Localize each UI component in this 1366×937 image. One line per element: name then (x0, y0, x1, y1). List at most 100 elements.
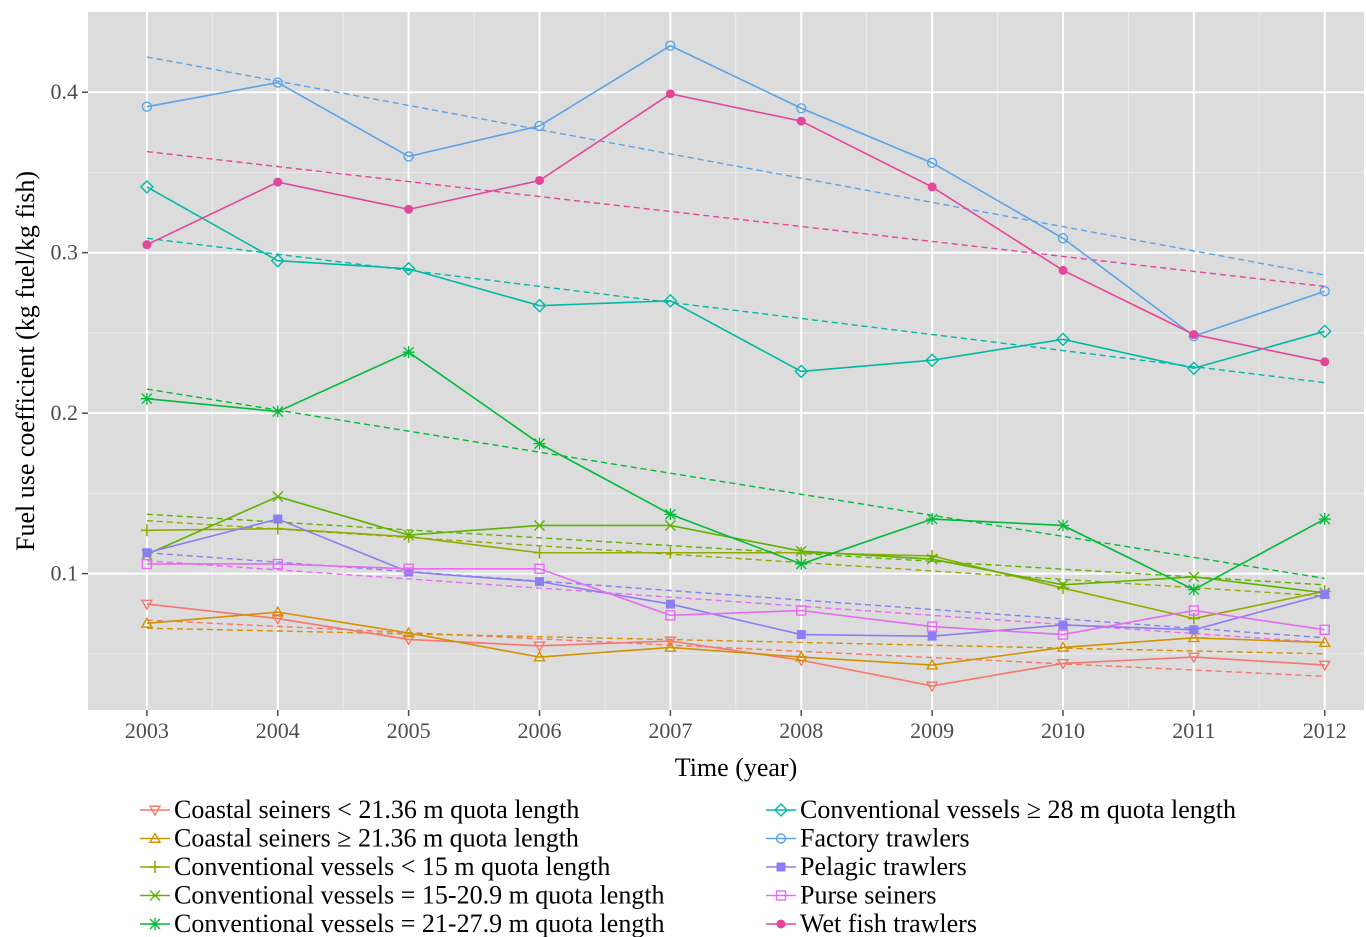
series-8 (142, 514, 1330, 641)
data-point (1320, 357, 1330, 367)
x-tick-label: 2009 (910, 718, 954, 743)
legend-key-marker (776, 919, 786, 929)
data-point (1319, 286, 1330, 297)
data-point (1058, 265, 1068, 275)
data-point (795, 546, 808, 559)
y-tick-label: 0.3 (51, 240, 79, 265)
trend-line-5 (146, 388, 1325, 580)
x-tick-label: 2004 (256, 718, 300, 743)
legend-item-3: Conventional vessels < 15 m quota length (140, 852, 610, 881)
data-point (664, 519, 676, 531)
legend-item-10: Wet fish trawlers (766, 909, 977, 937)
legend-item-2: Coastal seiners ≥ 21.36 m quota length (140, 824, 579, 853)
data-point (663, 293, 678, 308)
trend-line-4 (146, 513, 1325, 586)
data-point (139, 179, 154, 194)
data-point (795, 557, 808, 570)
y-tick-label: 0.2 (51, 400, 79, 425)
data-point (402, 530, 415, 543)
data-point (533, 641, 546, 653)
data-point (795, 545, 807, 557)
legend-item-5: Conventional vessels = 21-27.9 m quota l… (140, 909, 665, 937)
series-line-10 (146, 92, 1325, 363)
y-axis: 0.1 0.2 0.3 0.4 (51, 79, 88, 586)
x-tick-label: 2010 (1041, 718, 1085, 743)
data-point (532, 298, 547, 313)
data-point (1318, 660, 1331, 672)
series-line-8 (146, 518, 1325, 637)
data-point (140, 524, 153, 537)
series-10 (142, 89, 1330, 367)
data-point (1188, 605, 1200, 616)
legend-label: Conventional vessels ≥ 28 m quota length (800, 795, 1236, 824)
data-point (1186, 361, 1201, 376)
data-point (1189, 625, 1199, 635)
legend-item-9: Purse seiners (766, 881, 936, 910)
data-point (140, 599, 154, 611)
legend-key-marker (148, 832, 162, 843)
data-point (1317, 324, 1332, 339)
data-point (273, 514, 283, 524)
series-line-3 (146, 527, 1325, 620)
data-point (140, 616, 154, 628)
legend-label: Conventional vessels = 21-27.9 m quota l… (174, 909, 665, 937)
trend-line-6 (146, 237, 1325, 384)
data-point (272, 491, 284, 503)
y-tick-label: 0.1 (51, 561, 79, 586)
trend-line-8 (146, 552, 1325, 639)
series-lines (139, 40, 1332, 693)
data-point (1057, 233, 1069, 244)
trend-line-2 (146, 627, 1325, 655)
legend-label: Pelagic trawlers (800, 852, 967, 881)
legend-label: Conventional vessels = 15-20.9 m quota l… (174, 881, 665, 910)
series-9 (141, 558, 1330, 640)
data-point (926, 157, 938, 169)
data-point (534, 519, 546, 531)
legend-key-marker (149, 890, 161, 901)
data-point (927, 182, 937, 192)
legend-label: Factory trawlers (800, 824, 970, 853)
series-line-7 (146, 44, 1325, 338)
data-point (1187, 583, 1200, 596)
series-2 (140, 605, 1331, 670)
legend-key-marker (776, 862, 786, 872)
data-point (535, 175, 545, 185)
legend-item-8: Pelagic trawlers (766, 852, 967, 881)
data-point (402, 346, 415, 359)
data-point (271, 605, 284, 617)
series-line-6 (146, 186, 1325, 373)
legend-item-1: Coastal seiners < 21.36 m quota length (140, 795, 579, 824)
x-tick-label: 2011 (1172, 718, 1215, 743)
series-line-5 (146, 351, 1326, 591)
data-point (794, 364, 809, 379)
trend-line-1 (146, 619, 1325, 678)
data-point (796, 605, 807, 616)
data-point (1187, 631, 1201, 643)
legend-key-marker (149, 861, 161, 873)
data-point (403, 529, 415, 541)
data-point (534, 120, 545, 132)
data-point (1057, 629, 1069, 640)
y-axis-title: Fuel use coefficient (kg fuel/kg fish) (11, 171, 40, 551)
data-point (665, 599, 675, 609)
data-point (1320, 589, 1330, 599)
data-point (927, 631, 937, 641)
data-point (402, 634, 415, 646)
data-point (664, 508, 677, 521)
data-point (1318, 636, 1331, 648)
y-tick-label: 0.4 (51, 79, 79, 104)
data-point (141, 101, 153, 112)
series-6 (139, 179, 1332, 379)
trend-line-3 (146, 519, 1325, 597)
legend-key-marker (774, 803, 788, 817)
data-point (796, 630, 806, 640)
data-point (1056, 519, 1069, 532)
data-point (271, 614, 284, 625)
data-point (142, 548, 152, 558)
data-point (796, 116, 806, 126)
data-point (533, 437, 546, 450)
data-point (925, 658, 939, 670)
x-tick-label: 2003 (125, 718, 169, 743)
legend-key-marker (148, 805, 162, 817)
